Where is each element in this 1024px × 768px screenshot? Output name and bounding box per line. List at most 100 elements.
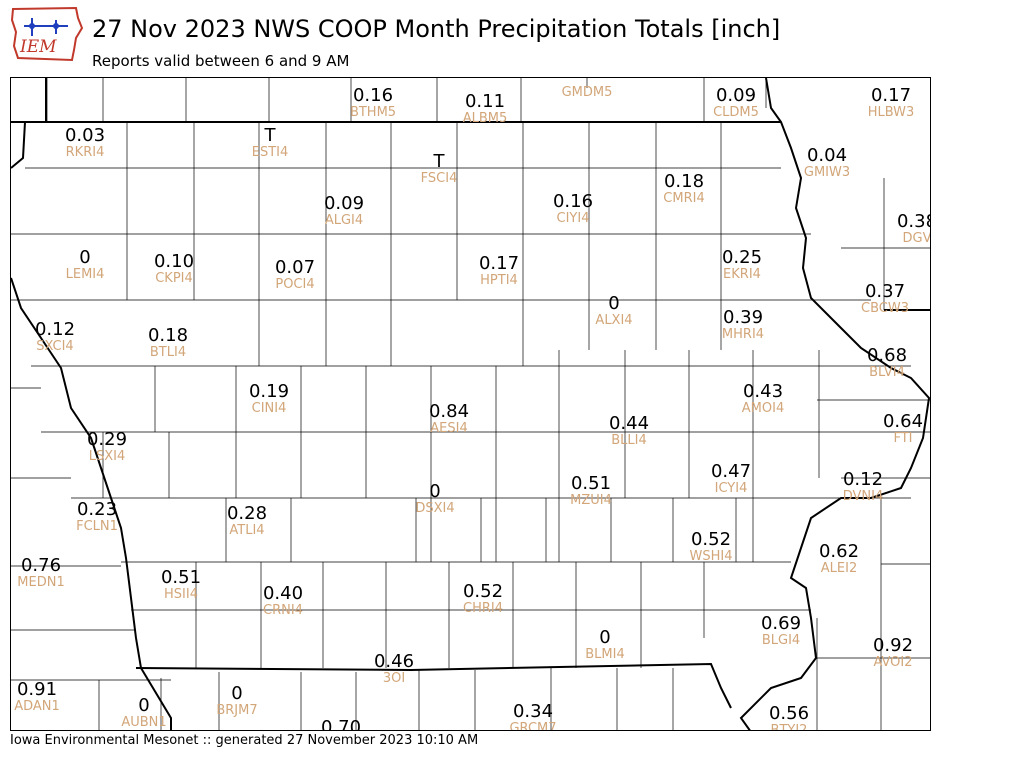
station-id: LEMI4 (65, 267, 105, 282)
station-id: ESTI4 (251, 145, 289, 160)
precip-value: 0.18 (663, 171, 705, 192)
station-id: BTLI4 (149, 345, 187, 360)
station-plot: 0 ALXI4 (574, 294, 654, 328)
station-id: CINI4 (251, 401, 287, 416)
station-plot: 0.18 BTLI4 (128, 326, 208, 360)
station-plot: 0.44 BLLI4 (589, 414, 669, 448)
precip-value: 0 (429, 481, 441, 502)
precip-value: 0.12 (842, 469, 884, 490)
precip-value: 0.52 (690, 529, 732, 550)
station-id: AVOI2 (873, 655, 913, 670)
station-plot: 0.12 SXCI4 (15, 320, 95, 354)
precip-value: T (264, 125, 276, 146)
station-id: MHRI4 (721, 327, 765, 342)
station-id: ICYI4 (714, 481, 748, 496)
precip-value: 0 (599, 627, 611, 648)
station-id: POCI4 (275, 277, 315, 292)
station-plot: 0.91 ADAN1 (11, 679, 77, 714)
precip-value: 0.07 (274, 257, 316, 278)
station-plot: 0.16 BTHM5 (333, 86, 413, 120)
precip-value: 0.43 (742, 381, 784, 402)
station-id: DVNI4 (842, 489, 884, 504)
station-id: FSCI4 (420, 171, 458, 186)
station-plot: 0.40 CRNI4 (243, 584, 323, 618)
station-id: BTHM5 (349, 105, 397, 120)
station-plot: 0 LEMI4 (45, 248, 125, 282)
station-id: ALEI2 (820, 561, 858, 576)
station-id: BLGI4 (761, 633, 801, 648)
station-id: BRJM7 (216, 703, 258, 718)
precip-value: 0.34 (512, 701, 554, 722)
precip-value: 0.91 (16, 679, 58, 700)
station-plot: 0.17 HLBW3 (851, 86, 930, 120)
station-plot: 0.39 MHRI4 (703, 308, 783, 342)
station-plot: 0.52 WSHI4 (671, 530, 751, 564)
station-id: SXCI4 (36, 339, 74, 354)
station-plot: 0.19 CINI4 (229, 382, 309, 416)
precip-value: 0 (608, 293, 620, 314)
station-plot: 0 DSXI4 (395, 482, 475, 516)
station-id: CBCW3 (861, 301, 909, 316)
precipitation-map: 0.16 BTHM5 0.11 ALBM5 GMDM5 0.09 CLDM5 0.17 HLBW… (10, 77, 931, 731)
station-plot: 0.51 HSII4 (141, 568, 221, 602)
precip-value: 0.62 (818, 541, 860, 562)
station-id: MEDN1 (17, 575, 65, 590)
station-id: EKRI4 (723, 267, 761, 282)
station-id: BLVI4 (869, 365, 905, 380)
station-plot: 0.62 ALEI2 (799, 542, 879, 576)
precip-value: T (433, 151, 445, 172)
station-plot: 0.64 FTI (863, 411, 930, 446)
precip-value: 0.10 (153, 251, 195, 272)
station-plot: 0.92 AVOI2 (853, 636, 930, 670)
precip-value: 0.68 (866, 345, 908, 366)
station-id: BLLI4 (611, 433, 647, 448)
precip-value: 0.39 (722, 307, 764, 328)
station-id: FTI (893, 431, 913, 446)
precip-value: 0.84 (428, 401, 470, 422)
precip-value: 0.29 (86, 429, 128, 450)
station-plot: 0.46 3OI (354, 652, 434, 686)
precip-value: 0.09 (323, 193, 365, 214)
station-plot: 0.04 GMIW3 (787, 146, 867, 180)
precip-value: 0.76 (20, 555, 62, 576)
precip-value: 0.03 (64, 125, 106, 146)
station-id: HLBW3 (867, 105, 915, 120)
station-id: CMRI4 (663, 191, 705, 206)
station-plot: GMDM5 (547, 86, 627, 100)
station-plot: 0.29 LSXI4 (67, 430, 147, 464)
station-plot: T FSCI4 (399, 152, 479, 186)
precip-value: 0.51 (570, 473, 612, 494)
precip-value: 0.70 (320, 717, 362, 731)
station-id: HPTI4 (480, 273, 518, 288)
station-plot: 0.17 HPTI4 (459, 254, 539, 288)
station-plot: 0.23 FCLN1 (57, 500, 137, 534)
precip-value: 0.56 (768, 703, 810, 724)
station-plot: 0.10 CKPI4 (134, 252, 214, 286)
precip-value: 0.17 (478, 253, 520, 274)
station-plot: 0.56 BTYI2 (749, 704, 829, 731)
precip-value: 0.18 (147, 325, 189, 346)
precip-value: 0.16 (552, 191, 594, 212)
station-plot: 0.25 EKRI4 (702, 248, 782, 282)
station-id: BLMI4 (585, 647, 625, 662)
precip-value: 0 (231, 683, 243, 704)
station-plot: 0.28 ATLI4 (207, 504, 287, 538)
precip-value: 0.25 (721, 247, 763, 268)
station-plot: 0.09 CLDM5 (696, 86, 776, 120)
station-id: GMIW3 (803, 165, 851, 180)
station-plot: 0.16 CIYI4 (533, 192, 613, 226)
logo-text: IEM (19, 37, 57, 57)
station-plot: T ESTI4 (230, 126, 310, 160)
precip-value: 0.23 (76, 499, 118, 520)
precip-value: 0.64 (882, 411, 924, 432)
station-plot: 0 BLMI4 (565, 628, 645, 662)
precip-value: 0.16 (352, 85, 394, 106)
precip-value: 0.09 (715, 85, 757, 106)
precip-value: 0.11 (464, 91, 506, 112)
station-id: RKRI4 (65, 145, 105, 160)
station-plot: 0.34 GRCM7 (493, 702, 573, 731)
station-plot: 0.52 CHRI4 (443, 582, 523, 616)
station-id: AMOI4 (741, 401, 785, 416)
station-plot: 0.84 AESI4 (409, 402, 489, 436)
precip-value: 0.28 (226, 503, 268, 524)
